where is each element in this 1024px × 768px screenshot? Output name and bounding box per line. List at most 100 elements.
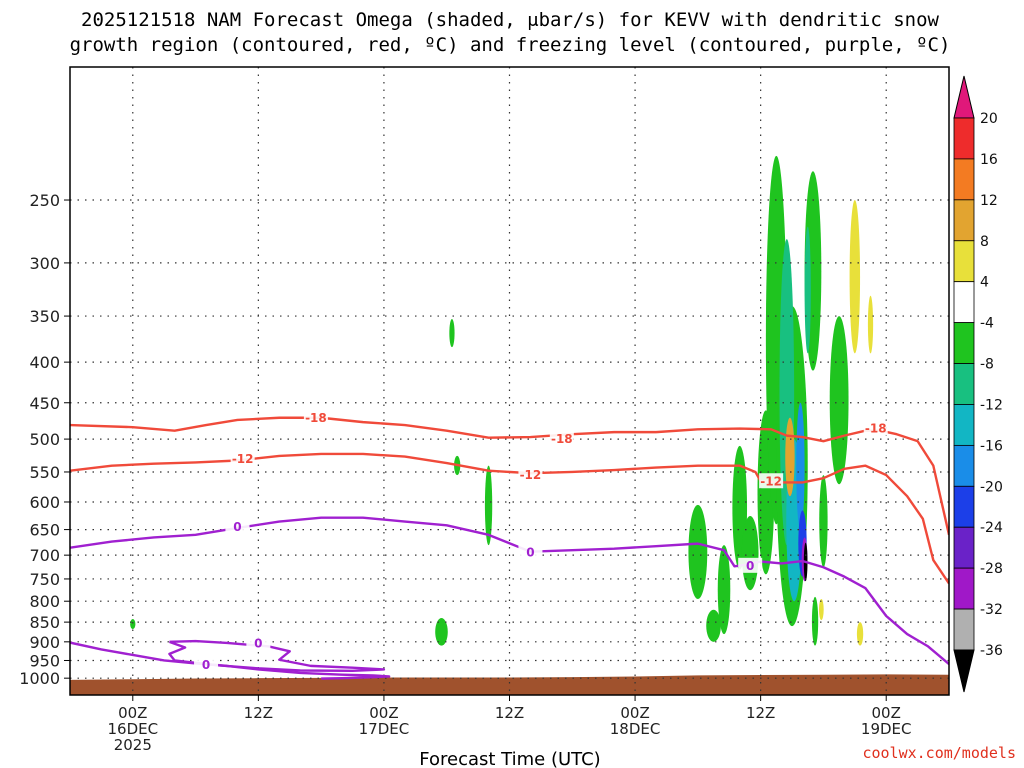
contour-label: -12 [520, 468, 542, 482]
colorbar-band-10 [953, 526, 975, 569]
y-tick-label: 900 [29, 633, 60, 652]
x-tick-label: 12Z [244, 704, 273, 722]
colorbar-label: -16 [980, 438, 1003, 454]
grid-lines [70, 67, 949, 695]
chart-title-line-1: 2025121518 NAM Forecast Omega (shaded, μ… [81, 9, 939, 31]
colorbar-label: 8 [980, 234, 989, 250]
contour-label-bg [230, 451, 255, 467]
y-tick-label: 700 [29, 546, 60, 565]
x-tick-label: 16DEC [107, 720, 158, 738]
omega-cell-19 [849, 200, 861, 354]
contour-label: 0 [526, 546, 534, 560]
contour-label: 0 [202, 658, 210, 672]
colorbar-label: -4 [980, 316, 994, 332]
omega-cell-22 [818, 599, 824, 621]
chart-title: 2025121518 NAM Forecast Omega (shaded, μ… [70, 9, 951, 56]
contour-label-bg [194, 656, 219, 672]
credit-text: coolwx.com/models [862, 744, 1016, 762]
colorbar-band-12 [953, 608, 975, 651]
contour-line-1 [70, 452, 949, 585]
y-tick-label: 650 [29, 521, 60, 540]
omega-cell-20 [867, 295, 874, 354]
x-tick-label: 19DEC [861, 720, 912, 738]
colorbar-band-2 [953, 199, 975, 242]
omega-cell-27 [435, 618, 448, 646]
omega-cell-0 [688, 504, 708, 600]
colorbar-label: -12 [980, 397, 1003, 413]
x-tick-label: 00Z [369, 704, 398, 722]
contour-label: -12 [760, 474, 782, 488]
x-axis-title: Forecast Time (UTC) [419, 749, 600, 768]
contour-label-bg [863, 420, 888, 436]
omega-cell-24 [449, 319, 455, 348]
x-tick-label: 00Z [620, 704, 649, 722]
terrain-layer [70, 674, 949, 695]
contour-label: 0 [233, 520, 241, 534]
omega-cell-10 [796, 402, 805, 530]
contour-label: 0 [254, 637, 262, 651]
y-tick-label: 500 [29, 430, 60, 449]
contour-labels-layer: -18 -18 -18 -12 -12 -12 0 0 0 0 0 [194, 409, 888, 672]
contour-label: -18 [865, 422, 887, 436]
colorbar-band-0 [953, 117, 975, 160]
contour-label-bg [759, 473, 784, 489]
x-tick-label: 18DEC [610, 720, 661, 738]
omega-cell-23 [856, 622, 864, 646]
contour-label-bg [246, 635, 271, 651]
chart-title-line-2: growth region (contoured, red, ºC) and f… [70, 34, 951, 56]
contour-label: -12 [232, 452, 254, 466]
y-tick-label: 450 [29, 394, 60, 413]
y-tick-label: 600 [29, 493, 60, 512]
omega-cell-26 [484, 465, 493, 546]
contour-label: -18 [305, 411, 327, 425]
x-tick-label: 2025 [114, 736, 152, 754]
colorbar-over-arrow [953, 75, 975, 119]
y-tick-label: 750 [29, 570, 60, 589]
omega-cell-4 [741, 516, 759, 591]
x-tick-label: 12Z [746, 704, 775, 722]
colorbar-label: 16 [980, 152, 998, 168]
colorbar: 20 16 12 8 4 -4 -8 -12 -16 -20 -24 -28 -32 -36 [953, 75, 1003, 693]
colorbar-band-8 [953, 444, 975, 487]
omega-cell-17 [819, 475, 828, 568]
colorbar-label: -36 [980, 643, 1003, 659]
contour-label: 0 [746, 559, 754, 573]
contour-label: -18 [551, 432, 573, 446]
omega-cell-28 [130, 619, 136, 630]
colorbar-band-4 [953, 281, 975, 324]
contour-label-bg [225, 518, 250, 534]
y-tick-label: 550 [29, 463, 60, 482]
colorbar-band-6 [953, 363, 975, 405]
contour-label-bg [518, 544, 543, 560]
omega-cell-21 [785, 417, 795, 497]
contour-label-bg [549, 431, 574, 447]
y-tick-label: 400 [29, 353, 60, 372]
x-tick-label: 17DEC [359, 720, 410, 738]
y-axis: 2503003504004505005506006507007508008509… [19, 191, 70, 688]
y-tick-label: 250 [29, 191, 60, 210]
colorbar-band-11 [953, 567, 975, 610]
colorbar-band-5 [953, 322, 975, 364]
colorbar-label: -32 [980, 602, 1003, 618]
omega-cell-1 [717, 545, 731, 635]
y-tick-label: 1000 [19, 669, 60, 688]
contour-label-bg [518, 467, 543, 483]
colorbar-label: -20 [980, 479, 1003, 495]
colorbar-band-7 [953, 404, 975, 446]
colorbar-band-3 [953, 240, 975, 283]
omega-cell-2 [706, 609, 721, 642]
contour-label-bg [738, 557, 763, 573]
colorbar-label: 12 [980, 193, 998, 209]
contour-label-bg [303, 409, 328, 425]
colorbar-label: 20 [980, 111, 998, 127]
colorbar-under-arrow [953, 649, 975, 693]
colorbar-label: 4 [980, 275, 989, 291]
omega-cell-15 [804, 226, 811, 354]
y-tick-label: 350 [29, 307, 60, 326]
colorbar-label: -24 [980, 520, 1003, 536]
y-tick-label: 850 [29, 613, 60, 632]
y-tick-label: 300 [29, 254, 60, 273]
contour-line-3 [70, 641, 391, 680]
x-tick-label: 00Z [118, 704, 147, 722]
